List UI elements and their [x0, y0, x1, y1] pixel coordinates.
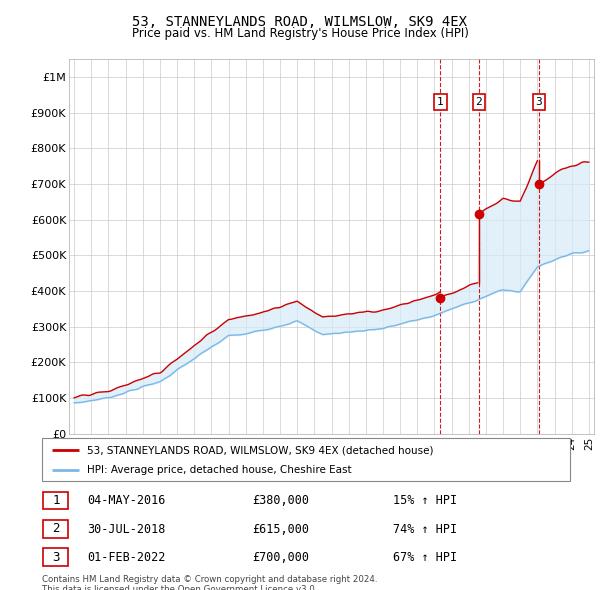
- Text: HPI: Average price, detached house, Cheshire East: HPI: Average price, detached house, Ches…: [87, 466, 352, 475]
- Text: 2: 2: [52, 522, 59, 536]
- Text: 74% ↑ HPI: 74% ↑ HPI: [393, 523, 457, 536]
- Text: £700,000: £700,000: [252, 551, 309, 564]
- Text: 30-JUL-2018: 30-JUL-2018: [87, 523, 166, 536]
- FancyBboxPatch shape: [43, 492, 68, 509]
- Text: 3: 3: [52, 550, 59, 564]
- Text: 3: 3: [535, 97, 542, 107]
- Text: 15% ↑ HPI: 15% ↑ HPI: [393, 494, 457, 507]
- Text: Price paid vs. HM Land Registry's House Price Index (HPI): Price paid vs. HM Land Registry's House …: [131, 27, 469, 40]
- FancyBboxPatch shape: [42, 438, 570, 481]
- Text: 67% ↑ HPI: 67% ↑ HPI: [393, 551, 457, 564]
- Text: £380,000: £380,000: [252, 494, 309, 507]
- Text: 1: 1: [52, 494, 59, 507]
- FancyBboxPatch shape: [43, 549, 68, 566]
- Text: 2: 2: [475, 97, 482, 107]
- Text: £615,000: £615,000: [252, 523, 309, 536]
- Text: This data is licensed under the Open Government Licence v3.0.: This data is licensed under the Open Gov…: [42, 585, 317, 590]
- Text: 04-MAY-2016: 04-MAY-2016: [87, 494, 166, 507]
- Text: 1: 1: [437, 97, 444, 107]
- Text: 01-FEB-2022: 01-FEB-2022: [87, 551, 166, 564]
- FancyBboxPatch shape: [43, 520, 68, 537]
- Text: Contains HM Land Registry data © Crown copyright and database right 2024.: Contains HM Land Registry data © Crown c…: [42, 575, 377, 584]
- Text: 53, STANNEYLANDS ROAD, WILMSLOW, SK9 4EX: 53, STANNEYLANDS ROAD, WILMSLOW, SK9 4EX: [133, 15, 467, 29]
- Text: 53, STANNEYLANDS ROAD, WILMSLOW, SK9 4EX (detached house): 53, STANNEYLANDS ROAD, WILMSLOW, SK9 4EX…: [87, 445, 433, 455]
